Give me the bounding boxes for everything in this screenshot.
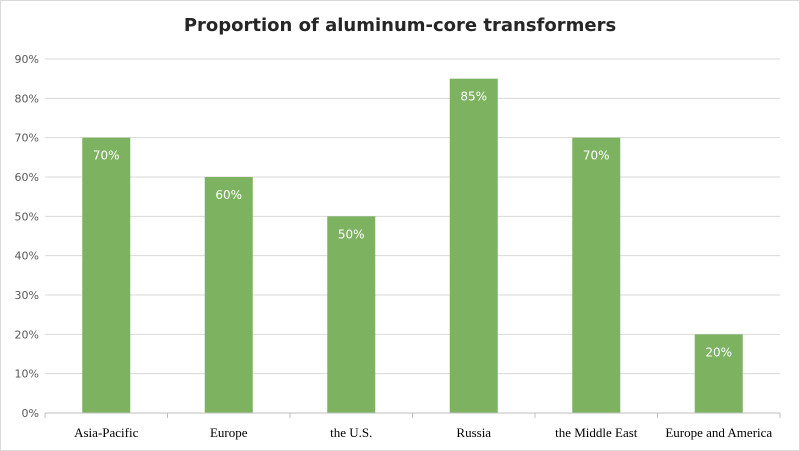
y-tick-label: 40%	[15, 250, 39, 263]
bar	[694, 334, 743, 413]
y-tick-label: 0%	[22, 407, 39, 420]
y-tick-label: 10%	[15, 368, 39, 381]
bar	[82, 137, 131, 413]
y-tick-label: 30%	[15, 289, 39, 302]
y-tick-label: 70%	[15, 132, 39, 145]
bars	[82, 78, 743, 414]
chart-title: Proportion of aluminum-core transformers	[183, 15, 617, 36]
y-tick-label: 60%	[15, 171, 39, 184]
y-tick-label: 20%	[15, 328, 39, 341]
category-label: the U.S.	[330, 425, 372, 440]
x-axis	[44, 412, 781, 418]
category-label: the Middle East	[555, 425, 638, 440]
category-label: Europe and America	[665, 425, 772, 440]
category-label: Russia	[456, 425, 491, 440]
category-label: Asia-Pacific	[74, 425, 138, 440]
bar	[572, 137, 621, 413]
data-label: 50%	[338, 227, 365, 241]
category-label: Europe	[210, 425, 248, 440]
data-label: 70%	[93, 149, 120, 163]
y-tick-label: 80%	[15, 92, 39, 105]
data-label: 70%	[583, 149, 610, 163]
data-label: 85%	[460, 90, 487, 104]
data-label: 60%	[215, 188, 242, 202]
y-axis-tick-labels: 0% 10% 20% 30% 40% 50% 60% 70% 80% 90%	[15, 53, 39, 420]
x-axis-category-labels: Asia-Pacific Europe the U.S. Russia the Midd…	[74, 425, 772, 440]
bar	[204, 177, 253, 413]
data-labels: 70% 60% 50% 85% 70% 20%	[93, 90, 732, 360]
bar	[327, 216, 376, 413]
y-tick-label: 50%	[15, 210, 39, 223]
bar	[449, 78, 498, 414]
gridlines	[45, 58, 780, 375]
data-label: 20%	[705, 345, 732, 359]
y-tick-label: 90%	[15, 53, 39, 66]
